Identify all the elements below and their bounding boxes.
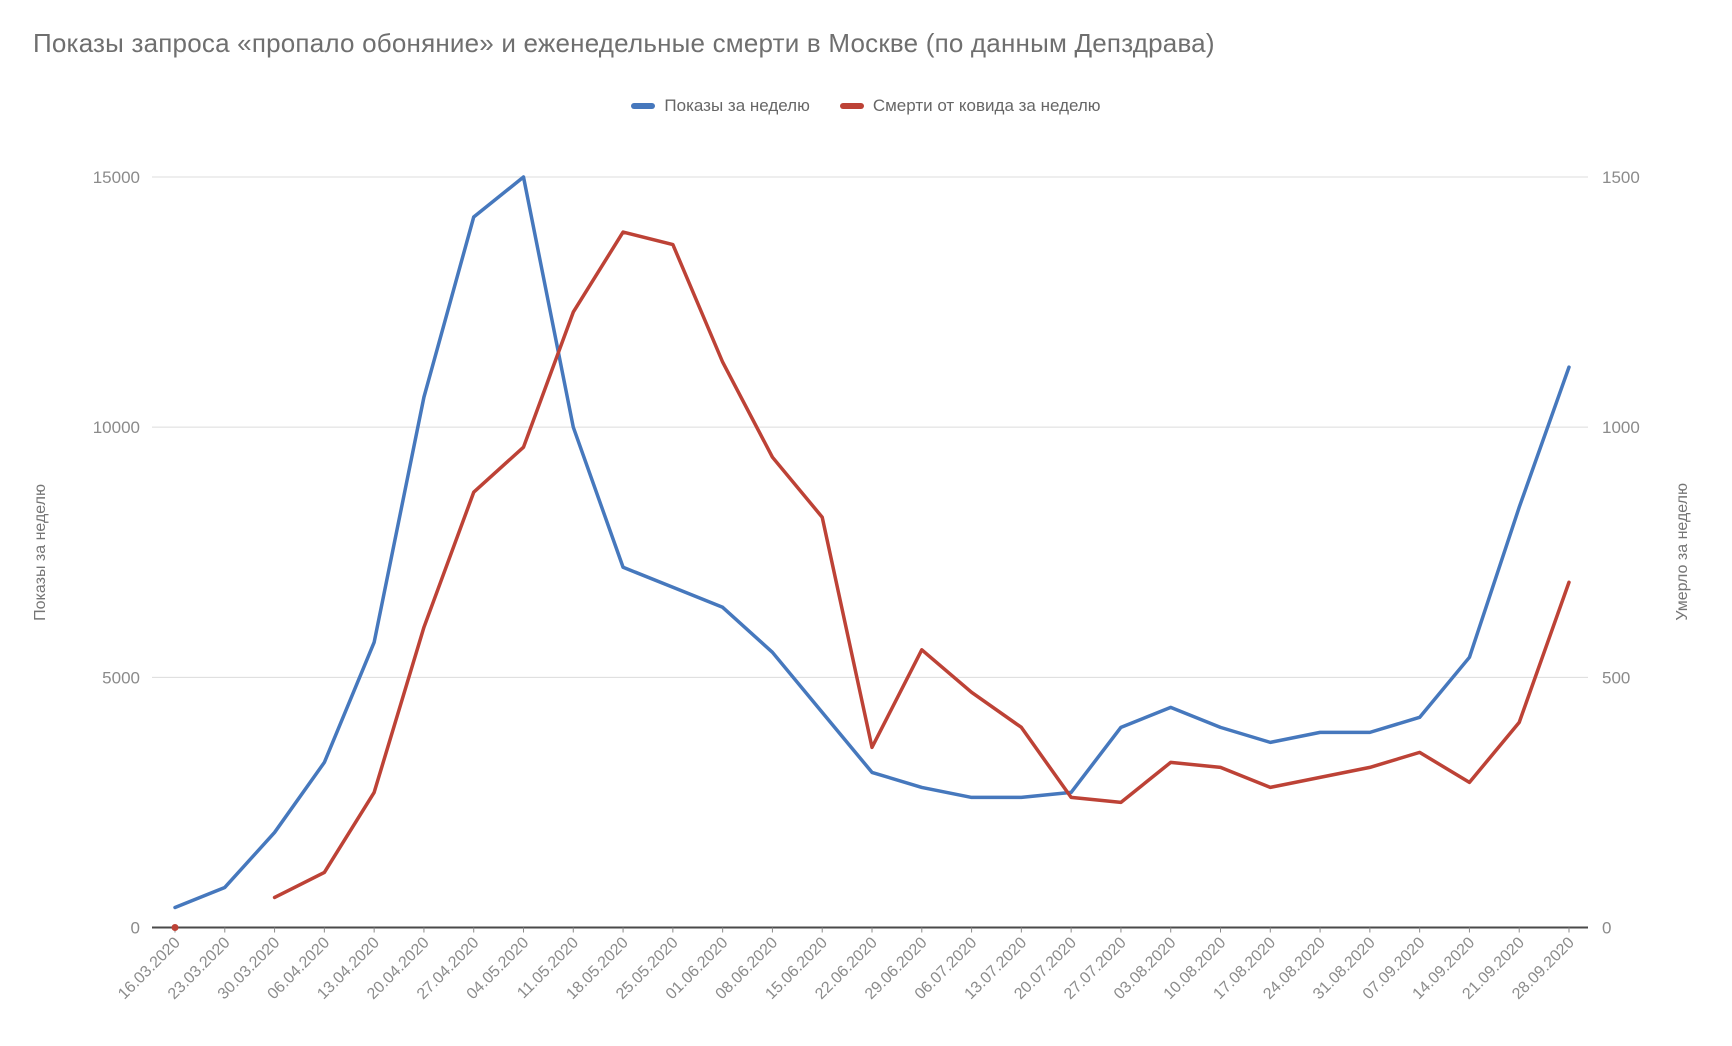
legend-item-deaths[interactable]: Смерти от ковида за неделю: [839, 96, 1101, 116]
y-axis-label-left: 10000: [93, 418, 140, 437]
legend-item-impressions[interactable]: Показы за неделю: [631, 96, 810, 116]
y-axis-label-left: 15000: [93, 168, 140, 187]
y-axis-label-right: 0: [1602, 919, 1611, 938]
series-line-left[interactable]: [173, 175, 1571, 910]
series-line-right[interactable]: [272, 230, 1571, 900]
chart-legend: Показы за неделю Смерти от ковида за нед…: [0, 96, 1732, 116]
y-axis-label-left: 0: [131, 919, 140, 938]
legend-swatch-red-icon: [839, 103, 864, 109]
chart-title: Показы запроса «пропало обоняние» и ежен…: [33, 28, 1215, 58]
legend-label-deaths: Смерти от ковида за неделю: [872, 96, 1101, 115]
y-axis-label-right: 1500: [1602, 168, 1640, 187]
y-axis-label-left: 5000: [102, 668, 140, 687]
y-axis-label-right: 500: [1602, 668, 1630, 687]
series-point-right[interactable]: [171, 924, 179, 931]
legend-label-impressions: Показы за неделю: [664, 96, 810, 115]
legend-swatch-blue-icon: [631, 103, 656, 109]
y-axis-label-right: 1000: [1602, 418, 1640, 437]
